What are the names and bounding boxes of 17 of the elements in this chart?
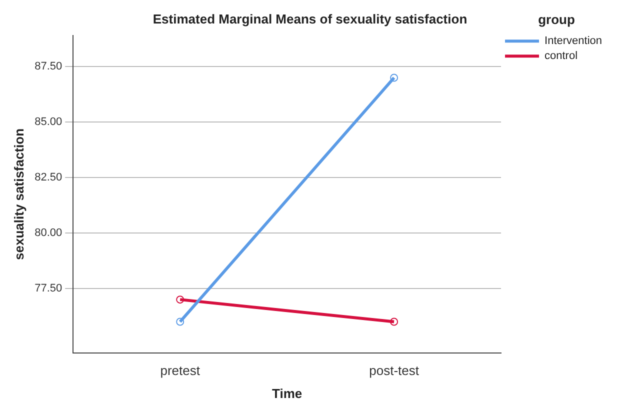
point [390, 74, 398, 82]
legend-label: control [544, 50, 578, 62]
y-tick-label: 85.00 [34, 116, 62, 128]
legend-label: Intervention [544, 35, 602, 48]
y-tick-label: 82.50 [34, 172, 62, 184]
x-tick-label: post-test [369, 363, 420, 378]
x-axis-title: Time [272, 386, 302, 401]
y-axis-title: sexuality satisfaction [11, 128, 26, 260]
point [390, 318, 398, 326]
point [176, 318, 184, 326]
y-tick-label: 87.50 [34, 60, 62, 73]
y-tick-label: 80.00 [34, 227, 62, 240]
chart-title: Estimated Marginal Means of sexuality satisfaction [152, 11, 468, 26]
legend-title: group [538, 12, 575, 28]
x-tick-label: pretest [160, 363, 200, 378]
y-tick-label: 77.50 [34, 282, 62, 295]
point [176, 296, 184, 304]
